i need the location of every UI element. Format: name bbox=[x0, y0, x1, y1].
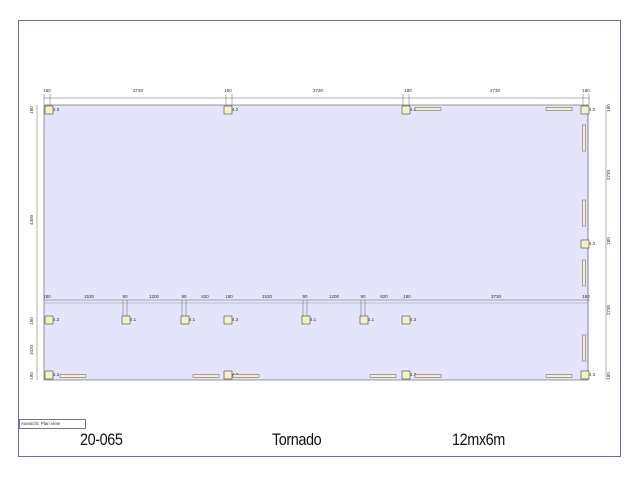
view-caption: Aansicht: Plan view bbox=[19, 419, 86, 429]
post-label: 4.3 bbox=[53, 107, 60, 112]
beam-marker bbox=[414, 107, 442, 111]
floor-area bbox=[43, 104, 589, 381]
dimension-label: 180 bbox=[582, 294, 590, 299]
dimension-label: 180 bbox=[29, 372, 34, 380]
post-marker bbox=[223, 105, 233, 115]
post-marker bbox=[401, 315, 411, 325]
post-marker bbox=[180, 315, 190, 325]
post-label: 4.3 bbox=[232, 317, 239, 322]
beam-marker bbox=[545, 107, 573, 111]
beam-marker bbox=[232, 374, 260, 378]
post-marker bbox=[401, 370, 411, 380]
dimension-label: 180 bbox=[404, 88, 412, 93]
post-label: 4.3 bbox=[53, 372, 60, 377]
post-marker bbox=[223, 370, 233, 380]
post-marker bbox=[580, 105, 590, 115]
dimension-label: 180 bbox=[29, 317, 34, 325]
dimension-label: 180 bbox=[582, 88, 590, 93]
beam-marker bbox=[582, 199, 586, 227]
dimension-label: 3730 bbox=[490, 88, 501, 93]
beam-marker bbox=[369, 374, 397, 378]
dimension-label: 3730 bbox=[491, 294, 502, 299]
post-label: 4.1 bbox=[130, 317, 137, 322]
beam-marker bbox=[545, 374, 573, 378]
post-marker bbox=[580, 239, 590, 249]
dimension-label: 180 bbox=[43, 88, 51, 93]
post-label: 4.3 bbox=[589, 107, 596, 112]
drawing-size: 12mx6m bbox=[452, 430, 505, 449]
dimension-label: 3730 bbox=[313, 88, 324, 93]
post-marker bbox=[44, 370, 54, 380]
post-marker bbox=[359, 315, 369, 325]
post-label: 4.3 bbox=[410, 372, 417, 377]
post-label: 4.1 bbox=[189, 317, 196, 322]
dimension-label: 1530 bbox=[84, 294, 95, 299]
beam-marker bbox=[192, 374, 220, 378]
dimension-label: 180 bbox=[606, 237, 611, 245]
post-label: 4.1 bbox=[368, 317, 375, 322]
post-label: 4.3 bbox=[410, 107, 417, 112]
drawing-frame bbox=[18, 20, 621, 457]
dimension-label: 90 bbox=[181, 294, 187, 299]
dimension-label: 1020 bbox=[29, 344, 34, 355]
post-marker bbox=[223, 315, 233, 325]
dimension-label: 820 bbox=[201, 294, 209, 299]
dimension-label: 2730 bbox=[606, 169, 611, 180]
post-marker bbox=[301, 315, 311, 325]
drawing-number: 20-065 bbox=[80, 430, 123, 449]
post-marker bbox=[580, 370, 590, 380]
drawing-name: Tornado bbox=[272, 430, 322, 449]
dimension-label: 90 bbox=[302, 294, 308, 299]
dimension-label: 3730 bbox=[133, 88, 144, 93]
post-marker bbox=[44, 315, 54, 325]
post-label: 4.3 bbox=[589, 372, 596, 377]
post-label: 4.1 bbox=[310, 317, 317, 322]
dimension-label: 180 bbox=[43, 294, 51, 299]
dimension-label: 1200 bbox=[329, 294, 340, 299]
post-label: 4.3 bbox=[589, 241, 596, 246]
beam-marker bbox=[582, 334, 586, 362]
dimension-label: 180 bbox=[224, 88, 232, 93]
beam-marker bbox=[582, 124, 586, 152]
dimension-label: 2730 bbox=[606, 304, 611, 315]
post-marker bbox=[44, 105, 54, 115]
dimension-label: 1200 bbox=[149, 294, 160, 299]
dimension-label: 180 bbox=[29, 106, 34, 114]
post-marker bbox=[121, 315, 131, 325]
beam-marker bbox=[414, 374, 442, 378]
dimension-label: 820 bbox=[380, 294, 388, 299]
post-label: 4.3 bbox=[410, 317, 417, 322]
dimension-label: 1530 bbox=[262, 294, 273, 299]
dimension-label: 180 bbox=[606, 372, 611, 380]
dimension-label: 180 bbox=[403, 294, 411, 299]
dimension-label: 180 bbox=[606, 104, 611, 112]
post-label: 4.3 bbox=[232, 107, 239, 112]
dimension-label: 180 bbox=[225, 294, 233, 299]
dimension-label: 4400 bbox=[29, 214, 34, 225]
post-label: 4.3 bbox=[53, 317, 60, 322]
dimension-label: 90 bbox=[122, 294, 128, 299]
dimension-label: 90 bbox=[360, 294, 366, 299]
post-marker bbox=[401, 105, 411, 115]
beam-marker bbox=[59, 374, 87, 378]
beam-marker bbox=[582, 259, 586, 287]
